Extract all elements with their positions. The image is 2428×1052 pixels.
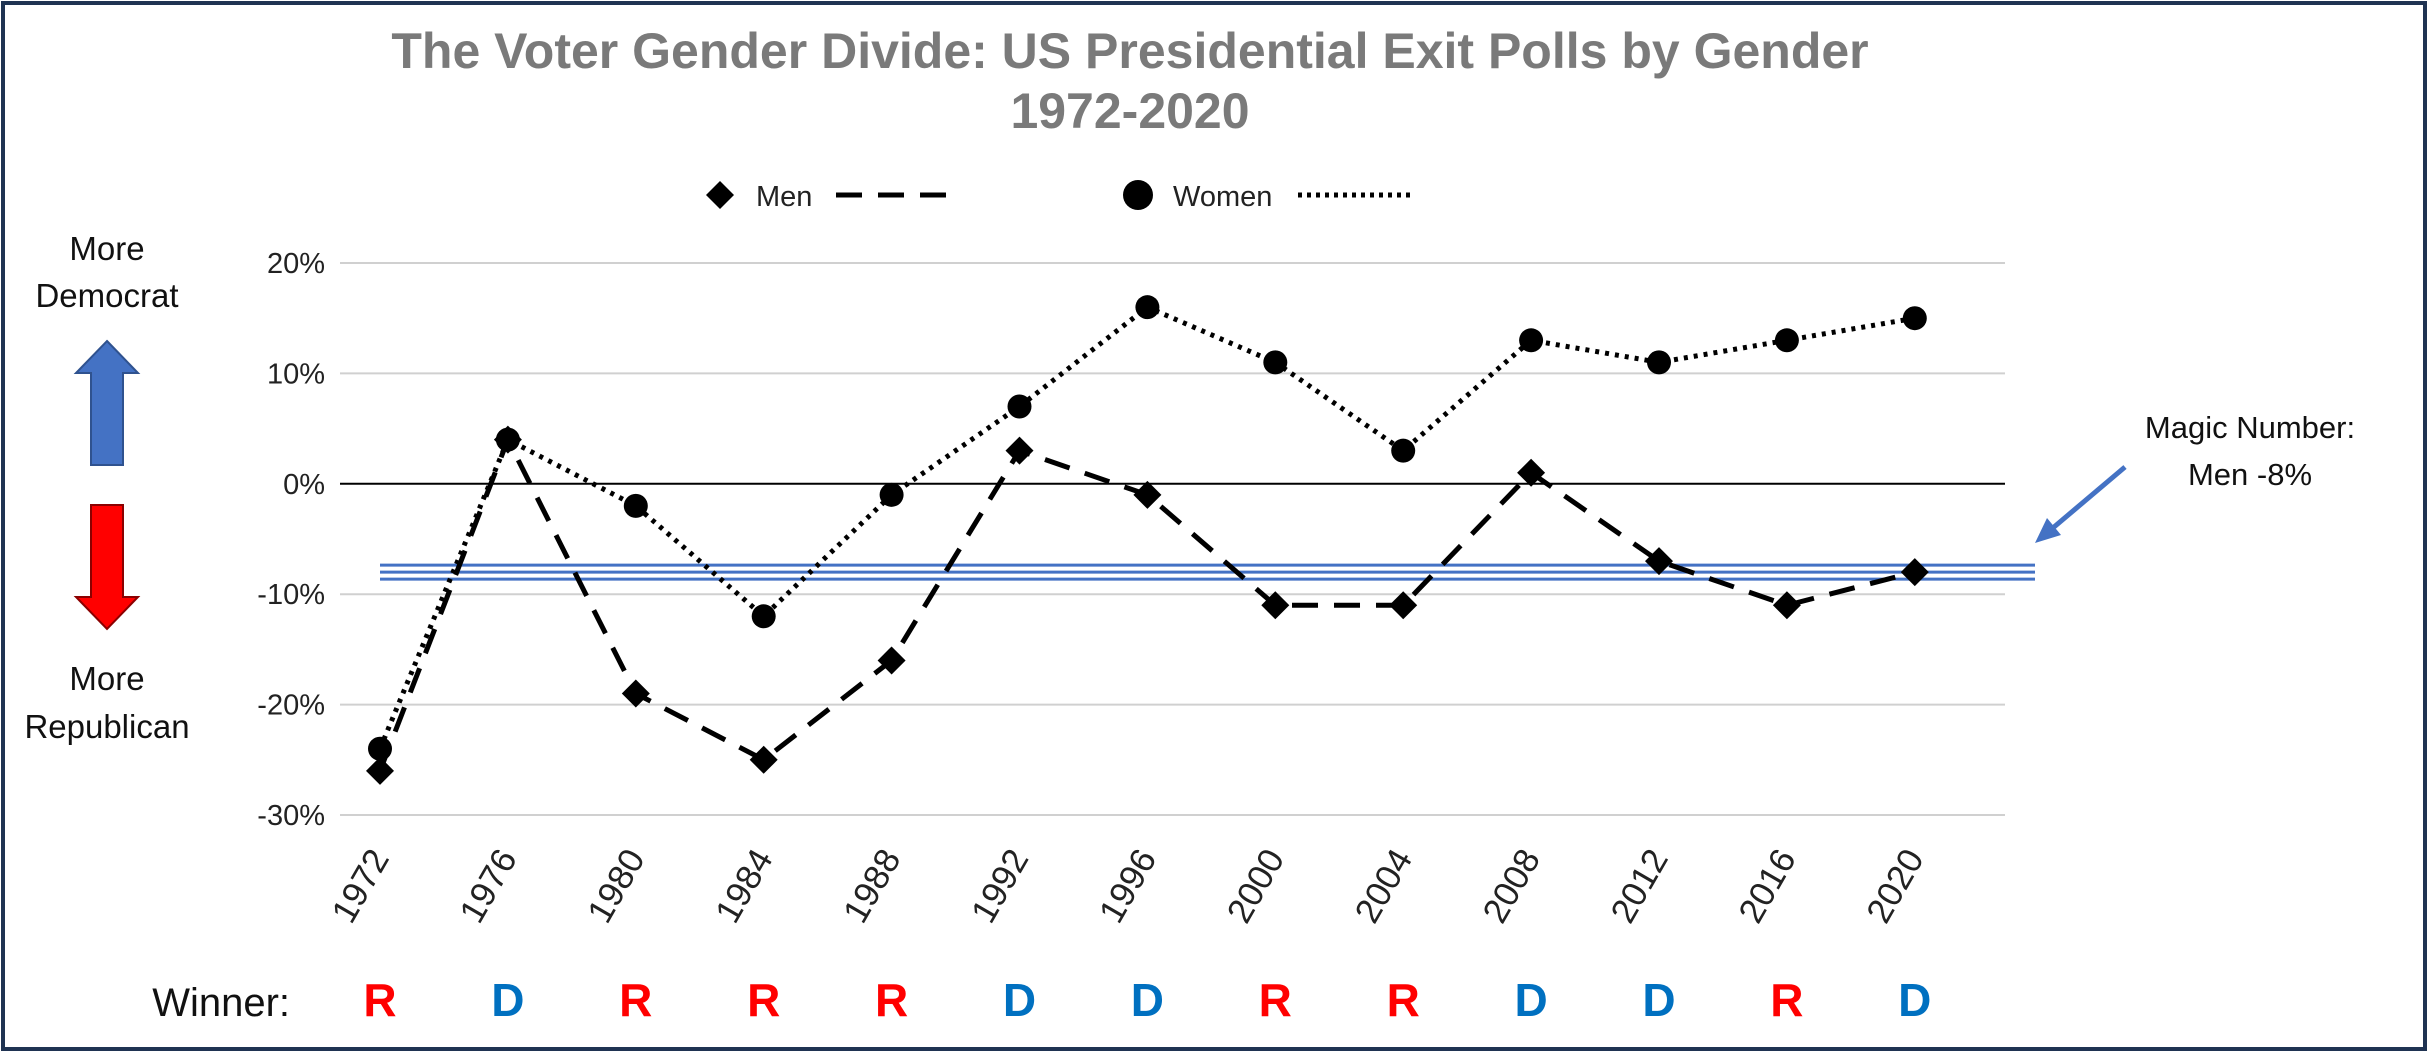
y-tick-label: 20% bbox=[267, 248, 325, 280]
magic-number-label-line2: Men -8% bbox=[2188, 457, 2312, 492]
data-point-women bbox=[1774, 328, 1799, 353]
data-point-men bbox=[749, 745, 778, 774]
gridlines bbox=[340, 262, 2005, 816]
magic-number-arrow-shaft bbox=[2052, 465, 2127, 529]
data-point-men bbox=[1900, 558, 1929, 587]
magic-number-label-line1: Magic Number: bbox=[2145, 410, 2355, 445]
y-axis-tick-labels: 20% 10% 0% -10% -20% -30% bbox=[257, 248, 325, 832]
legend-men-diamond-marker bbox=[706, 181, 734, 209]
winner-letter: D bbox=[1898, 974, 1931, 1026]
winner-letter: D bbox=[1003, 974, 1036, 1026]
series-markers bbox=[366, 295, 1929, 785]
magic-number-arrow-head-icon bbox=[2035, 518, 2061, 543]
more-republican-label-line1: More bbox=[69, 660, 144, 697]
data-point-men bbox=[1645, 547, 1673, 576]
legend-men: Men bbox=[706, 181, 956, 213]
legend-women: Women bbox=[1123, 180, 1410, 213]
data-point-women bbox=[368, 736, 392, 761]
down-arrow-icon bbox=[73, 504, 141, 631]
data-point-men bbox=[1389, 591, 1418, 620]
magic-number-reference-lines bbox=[380, 563, 2035, 581]
winner-letter: R bbox=[1770, 974, 1803, 1026]
winner-label: Winner: bbox=[152, 981, 290, 1025]
data-point-men bbox=[1133, 480, 1162, 509]
more-republican-label-line2: Republican bbox=[24, 708, 189, 745]
winner-letter: D bbox=[1514, 974, 1547, 1026]
data-point-men bbox=[1517, 458, 1546, 487]
data-point-men bbox=[621, 679, 650, 708]
data-point-men bbox=[1005, 436, 1034, 465]
chart-title: The Voter Gender Divide: US Presidential… bbox=[391, 23, 1868, 79]
side-labels: More Democrat More Republican bbox=[24, 230, 189, 745]
winner-letter: R bbox=[747, 974, 780, 1026]
y-tick-label: 10% bbox=[267, 358, 325, 390]
data-point-women bbox=[623, 493, 648, 518]
y-tick-label: 0% bbox=[283, 469, 325, 501]
magic-number-annotation: Magic Number: Men -8% bbox=[2035, 410, 2355, 543]
legend-women-label: Women bbox=[1173, 181, 1272, 213]
data-point-women bbox=[879, 482, 904, 507]
y-tick-label: -10% bbox=[257, 579, 325, 611]
chart-subtitle: 1972-2020 bbox=[1010, 83, 1249, 139]
legend-women-circle-marker bbox=[1123, 180, 1153, 210]
data-point-men bbox=[366, 756, 394, 785]
winner-letter: R bbox=[1259, 974, 1292, 1026]
data-point-women bbox=[1647, 350, 1671, 375]
data-point-women bbox=[495, 427, 520, 452]
more-democrat-label-line2: Democrat bbox=[35, 277, 178, 314]
legend-men-label: Men bbox=[756, 181, 812, 213]
data-point-women bbox=[1519, 328, 1544, 353]
winner-letter: D bbox=[491, 974, 524, 1026]
more-democrat-label-line1: More bbox=[69, 230, 144, 267]
winner-letter: R bbox=[875, 974, 908, 1026]
data-point-men bbox=[877, 646, 906, 675]
winner-letter: D bbox=[1131, 974, 1164, 1026]
winner-letter: D bbox=[1642, 974, 1675, 1026]
data-point-women bbox=[1263, 350, 1288, 375]
winner-letter: R bbox=[1387, 974, 1420, 1026]
data-point-women bbox=[1391, 438, 1416, 463]
data-point-men bbox=[1772, 591, 1801, 620]
winner-letter: R bbox=[363, 974, 396, 1026]
up-arrow-icon bbox=[73, 339, 141, 466]
legend: Men Women bbox=[706, 180, 1410, 213]
y-tick-label: -30% bbox=[257, 800, 325, 832]
data-point-women bbox=[751, 604, 776, 629]
data-point-women bbox=[1135, 295, 1160, 320]
data-point-women bbox=[1007, 394, 1032, 419]
data-point-women bbox=[1902, 306, 1927, 331]
winner-letter: R bbox=[619, 974, 652, 1026]
y-tick-label: -20% bbox=[257, 690, 325, 722]
data-point-men bbox=[1261, 591, 1290, 620]
